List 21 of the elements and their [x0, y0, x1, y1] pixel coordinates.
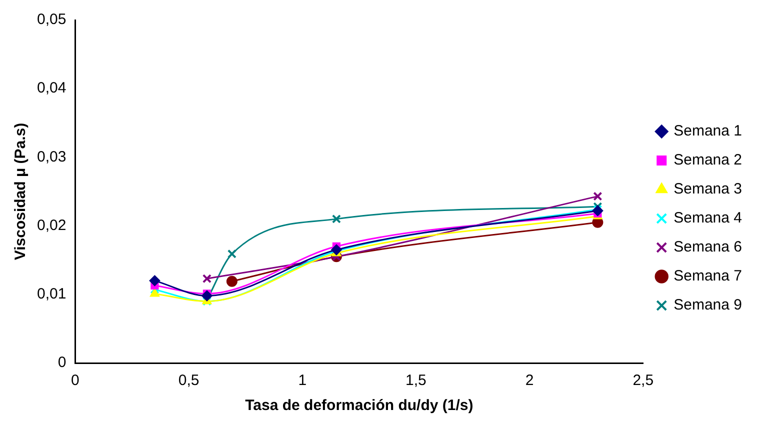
x-tick-label: 1,5: [406, 372, 426, 390]
legend-label: Semana 3: [674, 180, 742, 198]
y-tick-label: 0,05: [36, 11, 66, 28]
legend-label: Semana 7: [674, 268, 742, 285]
y-tick-label: 0,02: [36, 216, 66, 234]
legend-label: Semana 6: [674, 238, 742, 256]
y-tick-label: 0: [58, 354, 66, 372]
legend-label: Semana 9: [674, 296, 742, 314]
y-axis-title: Viscosidad μ (Pa.s): [12, 122, 30, 260]
y-tick-label: 0,04: [36, 80, 66, 97]
legend-label: Semana 2: [674, 152, 742, 169]
x-axis-title: Tasa de deformación du/dy (1/s): [245, 397, 474, 414]
x-tick-label: 0,5: [178, 372, 200, 390]
y-tick-label: 0,03: [36, 148, 66, 166]
legend-label: Semana 1: [674, 122, 742, 140]
x-tick-label: 1: [298, 372, 307, 390]
x-tick-label: 2: [525, 372, 534, 390]
x-tick-label: 0: [71, 372, 80, 390]
x-tick-label: 2,5: [632, 372, 654, 390]
legend-label: Semana 4: [674, 210, 742, 227]
y-tick-label: 0,01: [36, 286, 66, 303]
